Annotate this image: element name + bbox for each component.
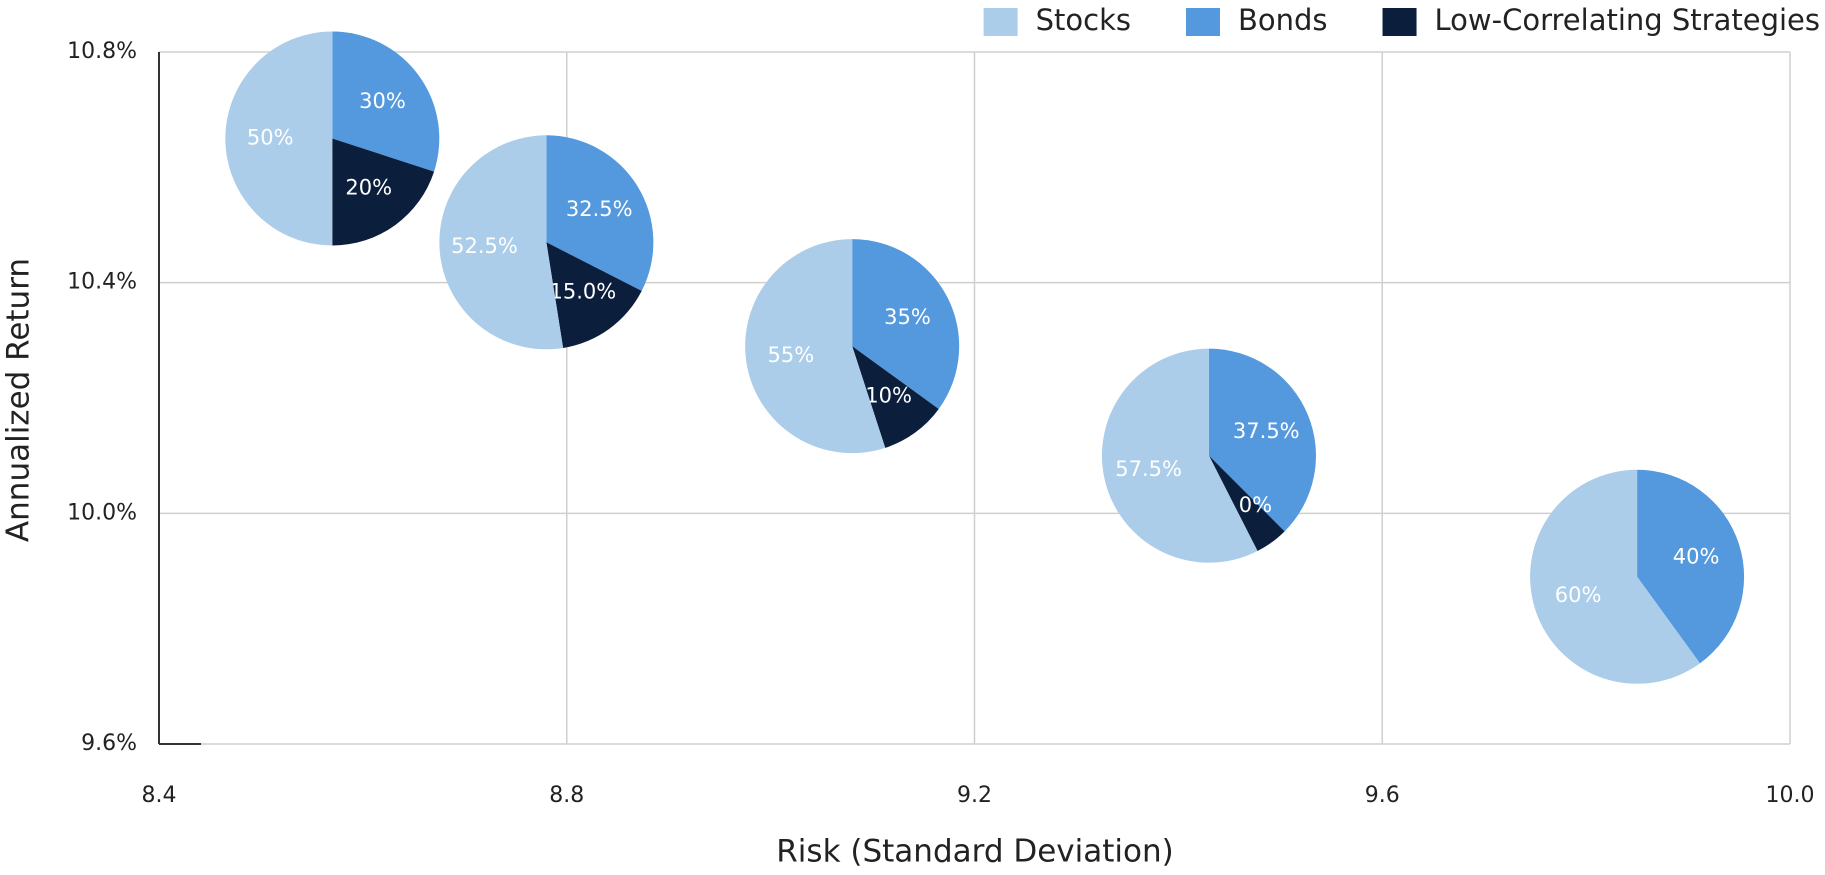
y-tick-label: 10.8% — [67, 39, 137, 64]
pie-slice — [1208, 455, 1285, 552]
pie: 35% 10% 55% — [745, 239, 960, 454]
slice-label: 35% — [884, 305, 931, 329]
pie-slice — [1101, 348, 1258, 563]
x-tick-label: 9.2 — [957, 783, 992, 808]
x-tick-label: 10.0 — [1766, 783, 1815, 808]
pie-slice — [745, 239, 886, 454]
slice-label: 55% — [768, 343, 815, 367]
legend-swatch — [1382, 8, 1417, 36]
legend-text: Low-Correlating Strategies — [1435, 3, 1820, 37]
pie: 37.5%5.0%57.5% — [1101, 348, 1316, 563]
slice-label: 15.0% — [549, 280, 616, 304]
y-axis-title: Annualized Return — [1, 258, 37, 542]
x-tick-label: 8.8 — [549, 783, 584, 808]
pie-slice — [225, 31, 333, 246]
legend: Stocks Bonds Low-Correlating Strategies — [983, 3, 1820, 37]
slice-label: 60% — [1555, 583, 1602, 607]
y-tick-label: 9.6% — [81, 731, 137, 756]
slice-label: 32.5% — [566, 197, 633, 221]
y-tick-label: 10.0% — [67, 500, 137, 525]
pie-slice — [852, 346, 939, 448]
pie-slice — [546, 135, 654, 291]
slice-label: 20% — [345, 176, 392, 200]
legend-swatch — [1185, 8, 1220, 36]
legend-swatch — [983, 8, 1018, 36]
slice-label: 40% — [1673, 545, 1720, 569]
y-tick-label: 10.4% — [67, 270, 137, 295]
slice-label: 50% — [247, 126, 294, 150]
pie-slice — [546, 242, 642, 348]
pie-slice — [1530, 469, 1700, 684]
legend-text: Stocks — [1036, 3, 1131, 37]
slice-label: 52.5% — [451, 234, 518, 258]
pie: 32.5% 15.0% 52.5% — [439, 135, 654, 350]
pie-slice — [852, 239, 960, 409]
legend-text: Bonds — [1238, 3, 1328, 37]
x-tick-label: 9.6 — [1365, 783, 1400, 808]
pie: 40% 60% — [1530, 469, 1745, 684]
slice-label: 10% — [865, 383, 912, 407]
pie-slice — [332, 138, 435, 246]
pie: 30% 20% 50% — [225, 31, 440, 246]
x-tick-label: 8.4 — [142, 783, 177, 808]
pie-slice — [1208, 348, 1316, 532]
x-axis-title: Risk (Standard Deviation) — [776, 834, 1173, 870]
pie-slice — [332, 31, 440, 172]
slice-label: 30% — [359, 89, 406, 113]
slice-label: 37.5% — [1233, 419, 1300, 443]
pie-slice — [1637, 469, 1745, 664]
slice-label: 57.5% — [1115, 457, 1182, 481]
pie-slice — [439, 135, 564, 350]
